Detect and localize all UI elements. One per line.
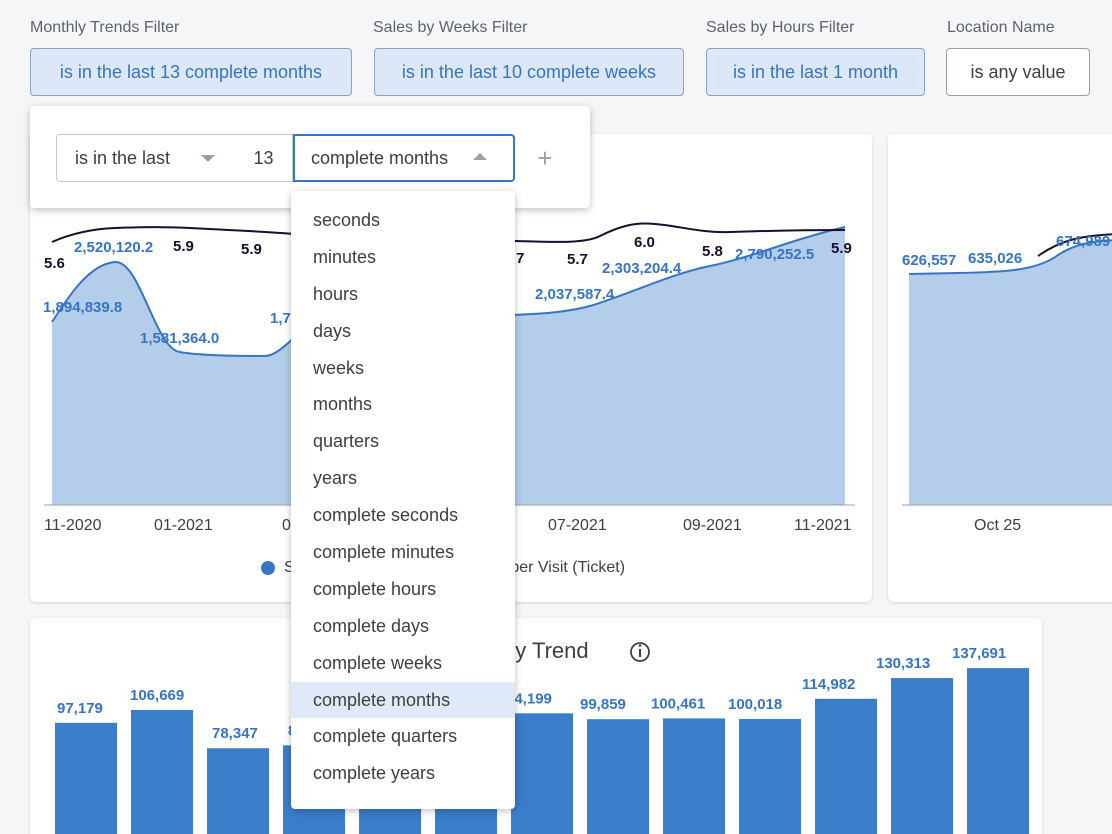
bar[interactable] [663, 718, 725, 834]
unit-option-complete-days[interactable]: complete days [313, 615, 430, 636]
avg-label-2: 5.9 [173, 238, 194, 255]
x-tick: 09-2021 [683, 517, 742, 534]
filter-sales-by-weeks-button[interactable]: is in the last 10 complete weeks [374, 48, 684, 96]
unit-option-complete-years[interactable]: complete years [313, 763, 436, 784]
info-icon[interactable] [630, 642, 650, 662]
weeks-x-tick: Oct 25 [974, 517, 1021, 534]
sales-label-1: 1,894,839.8 [43, 299, 122, 316]
bar-value-label: 78,347 [212, 725, 258, 742]
caret-down-icon [201, 155, 215, 162]
unit-select[interactable]: complete months [293, 134, 515, 182]
number-input[interactable]: 13 [235, 134, 293, 182]
weeks-area [909, 240, 1112, 505]
bar-value-label: 99,859 [580, 696, 626, 713]
x-tick: 11-2020 [44, 517, 102, 534]
bar-value-label: 04,199 [506, 690, 552, 707]
sales-label-5: 2,037,587.4 [535, 286, 615, 303]
avg-label-7: 5.8 [702, 243, 723, 260]
monthly-trend-bar-card: thly Trend 97,179106,66978,34780,51704,1… [30, 618, 1042, 834]
x-tick: 01-2021 [154, 517, 213, 534]
unit-option-complete-months[interactable]: complete months [291, 681, 515, 719]
bar[interactable] [967, 668, 1029, 834]
avg-label-4: 7 [516, 250, 524, 267]
unit-option-quarters[interactable]: quarters [313, 431, 380, 452]
weeks-line [908, 239, 1112, 275]
bar-value-label: 114,982 [802, 676, 855, 693]
legend-avg-spend-label[interactable]: d per Visit (Ticket) [497, 559, 625, 576]
filter-label-sales-by-weeks: Sales by Weeks Filter [373, 19, 528, 36]
bar[interactable] [131, 709, 193, 834]
bar[interactable] [739, 718, 801, 834]
unit-option-months[interactable]: months [313, 394, 373, 415]
filter-label-location-name: Location Name [947, 19, 1055, 36]
unit-option-seconds[interactable]: seconds [313, 209, 381, 230]
unit-option-complete-quarters[interactable]: complete quarters [313, 726, 458, 747]
filter-monthly-trends-button[interactable]: is in the last 13 complete months [30, 48, 352, 96]
unit-option-years[interactable]: years [313, 468, 358, 489]
avg-label-5: 5.7 [567, 251, 588, 268]
unit-option-days[interactable]: days [313, 320, 352, 341]
unit-option-hours[interactable]: hours [313, 283, 359, 304]
bar[interactable] [891, 678, 953, 834]
weeks-label-1: 626,557 [902, 252, 956, 269]
bar[interactable] [55, 722, 117, 834]
filter-sales-by-hours-button[interactable]: is in the last 1 month [706, 48, 925, 96]
bar-value-label: 106,669 [130, 687, 184, 704]
sales-by-weeks-card: 626,557 635,026 674,989 Oct 25 [888, 134, 1112, 602]
bar-value-label: 130,313 [876, 655, 930, 672]
weeks-label-3: 674,989 [1056, 233, 1110, 250]
unit-option-weeks[interactable]: weeks [313, 357, 365, 378]
bar[interactable] [511, 713, 573, 834]
avg-spend-line [51, 222, 846, 243]
bar-value-label: 100,018 [728, 696, 782, 713]
weeks-label-2: 635,026 [968, 250, 1022, 267]
avg-label-1: 5.6 [44, 255, 65, 272]
bar-value-label: 137,691 [952, 645, 1006, 662]
caret-up-icon [473, 153, 487, 160]
unit-option-complete-minutes[interactable]: complete minutes [313, 541, 455, 562]
sales-label-6: 2,303,204.4 [602, 260, 682, 277]
unit-option-complete-weeks[interactable]: complete weeks [313, 652, 443, 673]
unit-option-minutes[interactable]: minutes [313, 246, 377, 267]
legend-sales-marker[interactable] [261, 561, 275, 575]
unit-dropdown-list: seconds minutes hours days weeks months quarte… [291, 191, 515, 809]
bar-value-label: 100,461 [651, 695, 705, 712]
sales-by-weeks-chart: 626,557 635,026 674,989 Oct 25 [902, 233, 1112, 534]
bar[interactable] [207, 748, 269, 834]
filter-label-sales-by-hours: Sales by Hours Filter [706, 19, 855, 36]
weeks-secondary-line [1037, 233, 1112, 257]
avg-label-3: 5.9 [241, 241, 262, 258]
filter-location-name-button[interactable]: is any value [946, 48, 1090, 96]
add-condition-button[interactable]: + [537, 142, 553, 173]
sales-label-2: 2,520,120.2 [74, 239, 153, 256]
bar-value-label: 97,179 [57, 700, 103, 717]
x-tick: 11-2021 [794, 517, 852, 534]
sales-line [51, 226, 846, 358]
unit-option-complete-hours[interactable]: complete hours [313, 578, 437, 599]
filter-label-monthly-trends: Monthly Trends Filter [30, 19, 180, 36]
sales-label-4: 1,7 [270, 310, 291, 327]
avg-label-6: 6.0 [634, 234, 655, 251]
x-tick: 07-2021 [548, 517, 607, 534]
bar[interactable] [815, 698, 877, 834]
operator-select[interactable]: is in the last [56, 134, 236, 182]
monthly-trend-bar-chart: thly Trend 97,179106,66978,34780,51704,1… [55, 638, 1029, 834]
bar[interactable] [587, 719, 649, 834]
unit-value: complete months [311, 147, 449, 168]
sales-label-3: 1,581,364.0 [140, 330, 219, 347]
avg-label-8: 5.9 [831, 240, 852, 257]
sales-label-7: 2,790,252.5 [735, 246, 814, 263]
x-tick: 0 [282, 517, 291, 534]
unit-option-complete-seconds[interactable]: complete seconds [313, 505, 459, 526]
legend-sales-label[interactable]: S [284, 559, 295, 576]
operator-value: is in the last [75, 147, 171, 168]
